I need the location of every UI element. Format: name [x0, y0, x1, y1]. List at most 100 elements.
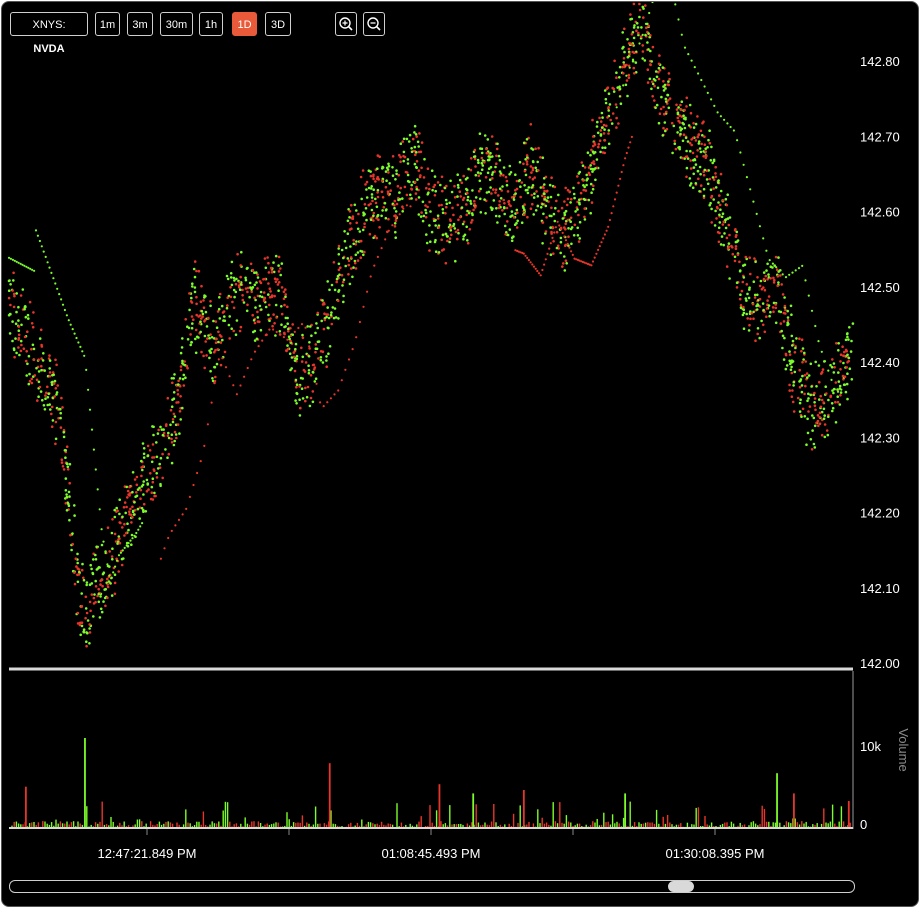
trade-dot [395, 202, 399, 206]
interval-3m-button[interactable]: 3m [127, 12, 153, 36]
trade-dot [51, 419, 55, 422]
trade-dot [426, 167, 430, 170]
trade-dot [369, 202, 372, 206]
trade-dot [697, 133, 701, 136]
trade-dot [704, 150, 707, 153]
trade-dot [63, 308, 66, 312]
trade-dot [226, 277, 230, 281]
trade-dot [362, 214, 365, 217]
trade-dot [376, 154, 380, 157]
trade-dot [252, 330, 255, 334]
trade-dot [28, 300, 32, 304]
interval-3d-button[interactable]: 3D [265, 12, 291, 36]
trade-dot [349, 222, 352, 225]
trade-dot [817, 340, 820, 343]
trade-dot [534, 209, 538, 212]
trade-dot [593, 256, 596, 259]
time-scrollbar[interactable] [9, 880, 855, 893]
trade-dot [612, 205, 615, 208]
trade-dot [62, 468, 66, 471]
trade-dot [496, 221, 499, 224]
trade-dot [829, 395, 832, 399]
trade-dot [461, 222, 465, 226]
trade-dot [605, 124, 608, 128]
price-volume-chart[interactable]: 142.00142.10142.20142.30142.40142.50142.… [2, 2, 918, 872]
trade-dot [672, 124, 676, 128]
zoom-out-button[interactable] [363, 12, 385, 36]
trade-dot [713, 224, 717, 227]
trade-dot [82, 630, 85, 634]
trade-dot [119, 521, 122, 525]
trade-dot [142, 452, 146, 456]
trade-dot [175, 436, 178, 440]
trade-dot [316, 326, 320, 330]
zoom-in-button[interactable] [335, 12, 357, 36]
trade-dot [294, 378, 298, 382]
interval-1d-button[interactable]: 1D [232, 12, 257, 36]
trade-dot [13, 294, 16, 298]
trade-dot [850, 378, 854, 381]
scrollbar-thumb[interactable] [668, 881, 694, 892]
trade-dot [99, 583, 102, 586]
trade-dot [618, 87, 622, 91]
trade-dot [632, 66, 636, 70]
trade-dot [344, 264, 348, 268]
trade-dot [387, 217, 390, 221]
trade-dot [662, 126, 665, 130]
trade-dot [587, 198, 591, 202]
trade-dot [801, 360, 804, 364]
trade-dot [115, 506, 118, 510]
trade-dot [558, 224, 561, 227]
trade-dot [553, 219, 557, 223]
trade-dot [490, 173, 494, 176]
trade-dot [223, 350, 227, 354]
trade-dot [837, 349, 840, 352]
symbol-button[interactable]: XNYS: NVDA [10, 12, 88, 55]
trade-dot [39, 390, 43, 393]
interval-1m-button[interactable]: 1m [95, 12, 120, 36]
trade-dot [273, 322, 276, 325]
trade-dot [583, 215, 586, 219]
trade-dot [525, 163, 529, 166]
interval-30m-button[interactable]: 30m [160, 12, 193, 36]
trade-dot [113, 573, 117, 576]
trade-dot [513, 194, 516, 198]
trade-dot [319, 356, 323, 359]
trade-dot [784, 308, 787, 312]
trade-dot [228, 375, 231, 378]
interval-1h-button[interactable]: 1h [199, 12, 223, 36]
trade-dot [97, 592, 100, 596]
trade-dot [41, 398, 44, 402]
trade-dot [364, 207, 368, 210]
trade-dot [294, 347, 297, 351]
trade-dot [8, 279, 11, 282]
trade-dot [394, 178, 397, 181]
trade-dot [176, 423, 180, 426]
trade-dot [690, 138, 693, 141]
trade-dot [44, 394, 47, 397]
trade-dot [369, 187, 373, 190]
trade-dot [592, 184, 595, 188]
trade-dot [503, 224, 507, 228]
trade-dot [557, 193, 560, 197]
trade-dot [844, 390, 848, 394]
trade-dot [204, 340, 207, 343]
trade-dot [372, 219, 375, 222]
trade-dot [208, 356, 211, 360]
trade-dot [267, 282, 270, 285]
trade-dot [651, 2, 654, 4]
trade-dot [495, 154, 498, 158]
trade-dot [306, 325, 310, 328]
trade-dot [302, 368, 306, 372]
trade-dot [422, 214, 426, 218]
trade-dot [253, 339, 257, 342]
trade-dot [88, 627, 91, 630]
trade-dot [256, 316, 260, 319]
trade-dot [368, 232, 372, 236]
trade-dot [321, 350, 325, 354]
trade-dot [589, 167, 593, 171]
trade-dot [647, 32, 650, 35]
trade-dot [132, 513, 136, 516]
trade-dot [697, 177, 700, 181]
trade-dot [705, 154, 708, 158]
